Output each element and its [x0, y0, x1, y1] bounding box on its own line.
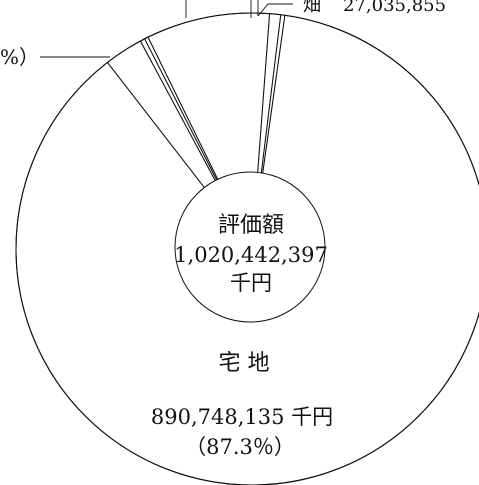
slice-label-field-value: 27,035,855 [343, 0, 446, 16]
slice-label-field-name: 畑 [303, 0, 321, 16]
center-circle [174, 171, 326, 323]
pie-outline [15, 12, 479, 485]
slice-label-residential-percent: （87.3％） [185, 435, 295, 459]
slice-label-left-fragment: %） [0, 45, 39, 69]
center-label-line1: 評価額 [218, 213, 284, 238]
leader-line-field [257, 3, 293, 17]
slice-label-residential-value: 890,748,135 千円 [151, 405, 333, 429]
center-total-value: 1,020,442,397 [174, 243, 328, 267]
center-total-unit: 千円 [230, 271, 272, 295]
slice-label-residential-name: 宅 地 [219, 351, 270, 376]
